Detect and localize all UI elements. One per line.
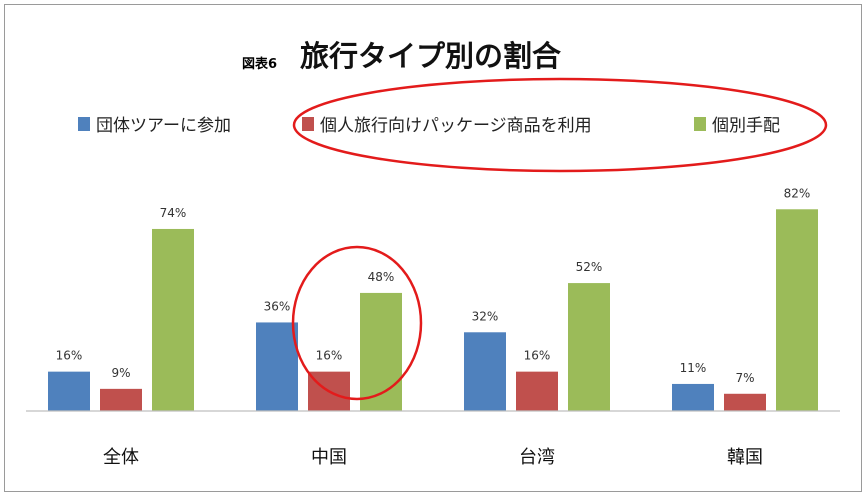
- value-label-1-series-3: 74%: [160, 206, 187, 220]
- bar-1-series-2: [100, 388, 142, 411]
- china-highlight-ellipse: [291, 245, 423, 401]
- bar-4-series-3: [776, 209, 818, 411]
- bar-2-series-3: [360, 292, 402, 411]
- bar-3-series-2: [516, 371, 558, 411]
- category-label-4: 韓国: [727, 447, 763, 468]
- value-label-2-series-1: 36%: [264, 299, 291, 313]
- value-label-1-series-2: 9%: [111, 366, 130, 380]
- category-label-2: 中国: [311, 447, 347, 468]
- legend-label-1: 団体ツアーに参加: [96, 116, 231, 136]
- legend-swatch-2: [302, 117, 314, 131]
- bar-4-series-2: [724, 393, 766, 411]
- bar-2-series-1: [256, 322, 298, 411]
- bars-group: [48, 209, 818, 411]
- value-label-3-series-2: 16%: [524, 349, 551, 363]
- chart-title: 旅行タイプ別の割合: [300, 39, 561, 73]
- legend-swatch-1: [78, 117, 90, 131]
- value-label-2-series-2: 16%: [316, 349, 343, 363]
- bar-1-series-1: [48, 371, 90, 411]
- legend-swatch-3: [694, 117, 706, 131]
- bar-3-series-3: [568, 283, 610, 411]
- figure-label: 図表6: [242, 56, 277, 72]
- value-labels-group: 16% 9% 74% 36% 16% 48% 32% 16% 52% 11% 7% 82%: [56, 186, 811, 385]
- value-label-3-series-3: 52%: [576, 260, 603, 274]
- value-label-4-series-1: 11%: [680, 361, 707, 375]
- category-label-1: 全体: [103, 447, 139, 468]
- legend-label-2: 個人旅行向けパッケージ商品を利用: [320, 116, 592, 136]
- value-label-3-series-1: 32%: [472, 309, 499, 323]
- chart-frame: [4, 4, 862, 492]
- legend-highlight-ellipse: [292, 77, 828, 173]
- value-label-2-series-3: 48%: [368, 270, 395, 284]
- value-label-4-series-2: 7%: [735, 371, 754, 385]
- bar-4-series-1: [672, 383, 714, 411]
- legend-label-3: 個別手配: [712, 116, 780, 136]
- bar-3-series-1: [464, 332, 506, 411]
- value-label-1-series-1: 16%: [56, 349, 83, 363]
- category-label-3: 台湾: [519, 447, 555, 468]
- category-labels-group: 全体 中国 台湾 韓国: [103, 447, 763, 468]
- value-label-4-series-3: 82%: [784, 186, 811, 200]
- legend: 団体ツアーに参加 個人旅行向けパッケージ商品を利用 個別手配: [78, 116, 780, 136]
- bar-1-series-3: [152, 228, 194, 411]
